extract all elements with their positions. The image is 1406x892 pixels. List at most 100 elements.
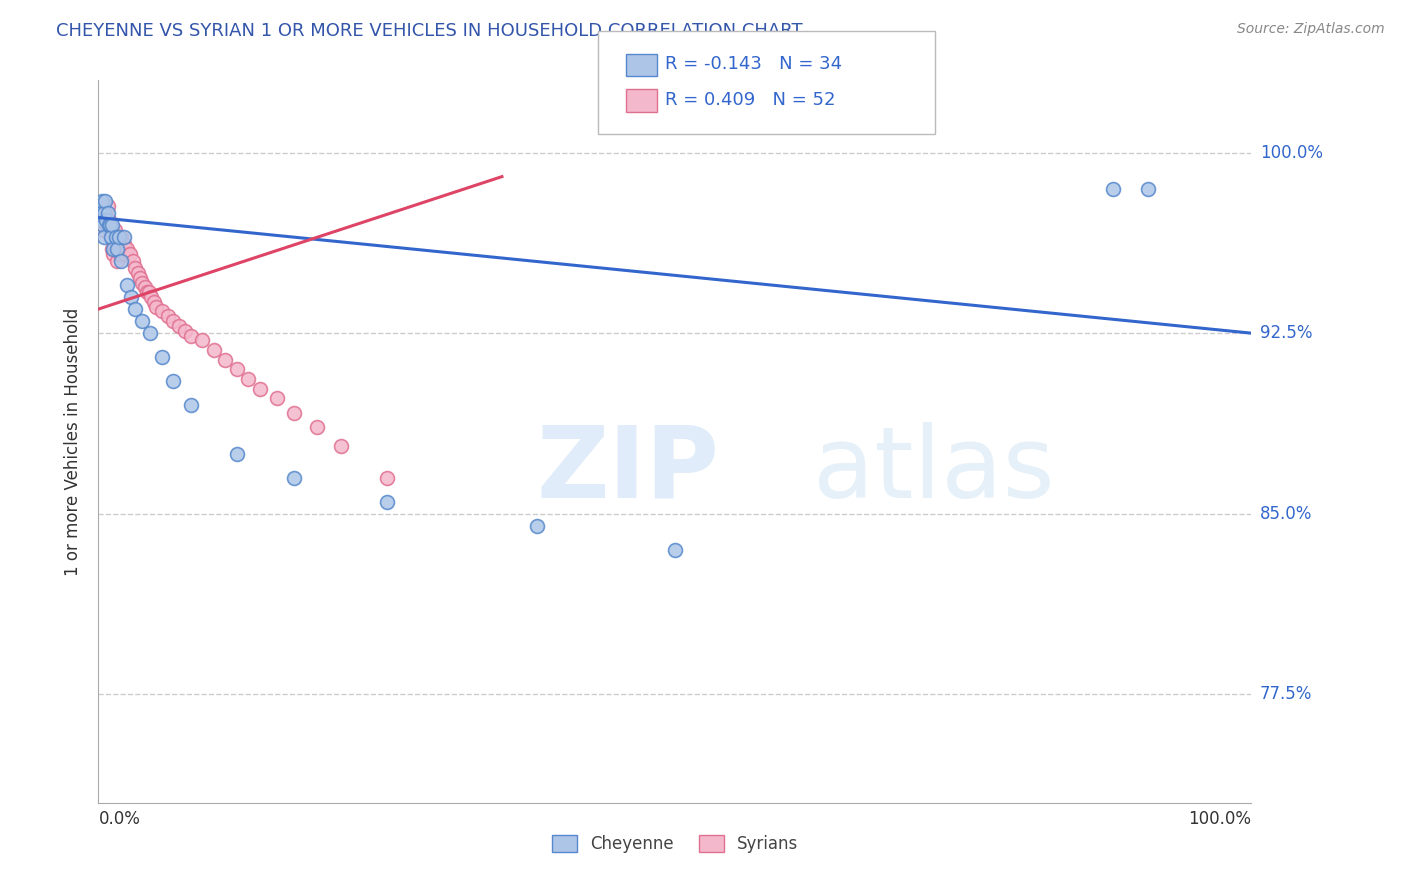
- Point: [112, 237, 135, 252]
- Point: [93, 213, 115, 227]
- Point: [118, 246, 141, 260]
- Point: [142, 294, 165, 309]
- Point: [664, 543, 686, 558]
- Point: [100, 229, 122, 244]
- Point: [214, 352, 236, 367]
- Point: [134, 280, 156, 294]
- Point: [110, 254, 132, 268]
- Point: [117, 277, 139, 292]
- Point: [98, 218, 121, 232]
- Text: 100.0%: 100.0%: [1260, 144, 1323, 161]
- Point: [129, 270, 152, 285]
- Point: [117, 242, 139, 256]
- Point: [150, 350, 173, 364]
- Point: [167, 318, 190, 333]
- Text: R = 0.409   N = 52: R = 0.409 N = 52: [665, 91, 835, 109]
- Point: [329, 439, 352, 453]
- Point: [1136, 182, 1159, 196]
- Text: 77.5%: 77.5%: [1260, 685, 1312, 704]
- Point: [94, 194, 117, 208]
- Point: [91, 222, 114, 236]
- Text: R = -0.143   N = 34: R = -0.143 N = 34: [665, 55, 842, 73]
- Point: [135, 285, 157, 300]
- Point: [238, 372, 260, 386]
- Point: [97, 205, 120, 219]
- Point: [107, 229, 129, 244]
- Point: [120, 290, 142, 304]
- Point: [283, 406, 305, 420]
- Text: atlas: atlas: [813, 422, 1054, 519]
- Point: [122, 254, 145, 268]
- Point: [93, 229, 115, 244]
- Point: [266, 391, 288, 405]
- Point: [97, 198, 120, 212]
- Point: [90, 218, 112, 232]
- Point: [103, 242, 125, 256]
- Point: [98, 218, 121, 232]
- Point: [90, 205, 112, 219]
- Point: [105, 254, 128, 268]
- Text: ZIP: ZIP: [537, 422, 720, 519]
- Text: 85.0%: 85.0%: [1260, 505, 1312, 523]
- Point: [249, 382, 271, 396]
- Point: [162, 374, 184, 388]
- Point: [112, 229, 135, 244]
- Point: [89, 205, 111, 219]
- Point: [97, 218, 120, 232]
- Point: [100, 229, 122, 244]
- Point: [96, 218, 118, 232]
- Point: [114, 246, 136, 260]
- Point: [101, 218, 124, 232]
- Point: [108, 229, 131, 244]
- Point: [96, 213, 118, 227]
- Point: [93, 205, 115, 219]
- Point: [180, 398, 202, 412]
- Point: [91, 218, 114, 232]
- Point: [141, 290, 163, 304]
- Y-axis label: 1 or more Vehicles in Household: 1 or more Vehicles in Household: [65, 308, 83, 575]
- Point: [104, 242, 127, 256]
- Point: [103, 222, 125, 236]
- Point: [124, 301, 146, 316]
- Point: [307, 420, 329, 434]
- Text: 92.5%: 92.5%: [1260, 324, 1312, 343]
- Text: 100.0%: 100.0%: [1188, 810, 1251, 828]
- Point: [110, 246, 132, 260]
- Text: Source: ZipAtlas.com: Source: ZipAtlas.com: [1237, 22, 1385, 37]
- Point: [94, 205, 117, 219]
- Point: [526, 519, 548, 533]
- Point: [156, 310, 179, 324]
- Point: [225, 447, 247, 461]
- Point: [375, 470, 398, 484]
- Point: [131, 276, 153, 290]
- Point: [110, 229, 132, 244]
- Point: [283, 470, 305, 484]
- Text: 0.0%: 0.0%: [98, 810, 141, 828]
- Point: [90, 194, 112, 208]
- Point: [97, 213, 120, 227]
- Point: [174, 324, 197, 338]
- Text: CHEYENNE VS SYRIAN 1 OR MORE VEHICLES IN HOUSEHOLD CORRELATION CHART: CHEYENNE VS SYRIAN 1 OR MORE VEHICLES IN…: [56, 22, 803, 40]
- Point: [138, 285, 160, 300]
- Point: [202, 343, 225, 357]
- Point: [104, 229, 127, 244]
- Point: [375, 494, 398, 508]
- Point: [124, 261, 146, 276]
- Point: [162, 314, 184, 328]
- Point: [180, 328, 202, 343]
- Point: [127, 266, 149, 280]
- Point: [105, 242, 128, 256]
- Point: [139, 326, 162, 341]
- Point: [145, 300, 167, 314]
- Point: [108, 242, 131, 256]
- Point: [103, 246, 125, 260]
- Point: [150, 304, 173, 318]
- Point: [111, 242, 134, 256]
- Point: [191, 334, 214, 348]
- Point: [101, 242, 124, 256]
- Legend: Cheyenne, Syrians: Cheyenne, Syrians: [546, 828, 804, 860]
- Point: [225, 362, 247, 376]
- Point: [131, 314, 153, 328]
- Point: [90, 213, 112, 227]
- Point: [1102, 182, 1125, 196]
